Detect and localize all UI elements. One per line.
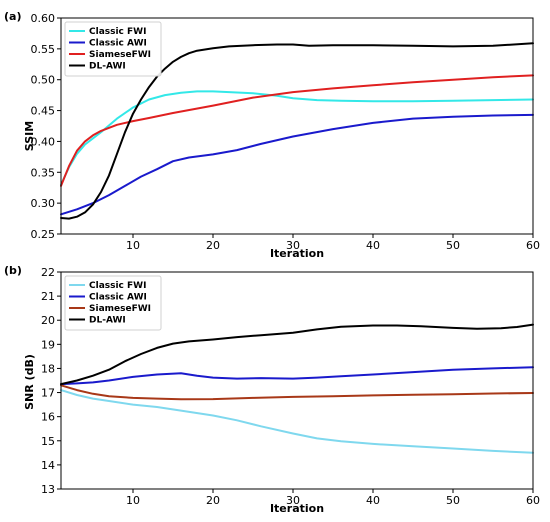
y-tick-label-b-8: 21 — [41, 290, 55, 303]
y-tick-label-b-9: 22 — [41, 266, 55, 279]
y-axis-label-a: SSIM — [23, 121, 36, 151]
y-tick-label-b-6: 19 — [41, 338, 55, 351]
x-tick-label-b-0: 10 — [126, 494, 140, 507]
series-line-a-0 — [60, 90, 534, 186]
series-layer-b — [60, 323, 534, 454]
x-tick-label-a-0: 10 — [126, 239, 140, 252]
panel-label-a: (a) — [4, 10, 21, 23]
legend-label-a-3: DL-AWI — [89, 62, 126, 72]
x-tick-label-b-5: 60 — [526, 494, 540, 507]
x-tick-label-b-2: 30 — [286, 494, 300, 507]
legend-label-b-1: Classic AWI — [89, 293, 147, 303]
series-line-b-2 — [60, 384, 534, 401]
legend-label-b-3: DL-AWI — [89, 316, 126, 326]
legend-label-b-2: SiameseFWI — [89, 304, 151, 314]
panel-label-b: (b) — [4, 264, 22, 277]
ticks-layer-b: 10 20 30 40 50 60 13 14 15 16 17 18 19 20 21 22 — [41, 266, 540, 507]
legend-label-b-0: Classic FWI — [89, 281, 146, 291]
series-line-a-2 — [60, 74, 534, 187]
x-tick-label-a-1: 20 — [206, 239, 220, 252]
y-tick-label-b-0: 13 — [41, 483, 55, 496]
y-tick-label-a-2: 0.35 — [31, 166, 56, 179]
x-tick-label-a-2: 30 — [286, 239, 300, 252]
y-tick-label-b-2: 15 — [41, 435, 55, 448]
y-tick-label-a-5: 0.50 — [31, 74, 56, 87]
chart-panel-b: (b) SNR (dB) Iteration 10 20 30 40 50 6013141… — [4, 264, 540, 515]
x-axis-label-a: Iteration — [270, 247, 324, 260]
x-tick-label-b-3: 40 — [366, 494, 380, 507]
x-tick-label-a-3: 40 — [366, 239, 380, 252]
y-tick-label-b-3: 16 — [41, 411, 55, 424]
y-tick-label-a-0: 0.25 — [31, 228, 56, 241]
series-line-b-1 — [60, 366, 534, 386]
y-tick-label-b-4: 17 — [41, 387, 55, 400]
y-tick-label-b-1: 14 — [41, 459, 55, 472]
legend-label-a-1: Classic AWI — [89, 39, 147, 49]
plot-frame-b — [60, 271, 534, 490]
x-tick-label-b-1: 20 — [206, 494, 220, 507]
ticks-layer-a: 10 20 30 40 50 60 0.25 0.30 0.35 0.40 0.45 0.50 0.55… — [31, 12, 541, 252]
series-line-a-3 — [60, 42, 534, 220]
series-layer-a — [60, 42, 534, 220]
y-tick-label-b-5: 18 — [41, 362, 55, 375]
legend-box-a — [64, 21, 162, 77]
y-tick-label-a-1: 0.30 — [31, 197, 56, 210]
x-tick-label-a-4: 50 — [446, 239, 460, 252]
series-line-b-3 — [60, 323, 534, 386]
y-tick-label-a-3: 0.40 — [31, 135, 56, 148]
chart-panel-a: (a) SSIM Iteration 10 20 30 40 50 60 0.25 0.30 0… — [4, 10, 540, 260]
plot-frame-a — [60, 17, 534, 235]
x-tick-label-a-5: 60 — [526, 239, 540, 252]
legend-box-b — [64, 275, 162, 331]
y-tick-label-b-7: 20 — [41, 314, 55, 327]
x-tick-label-b-4: 50 — [446, 494, 460, 507]
y-tick-label-a-6: 0.55 — [31, 43, 56, 56]
legend-label-a-0: Classic FWI — [89, 27, 146, 37]
y-tick-label-a-7: 0.60 — [31, 12, 56, 25]
x-axis-label-b: Iteration — [270, 502, 324, 515]
series-line-a-1 — [60, 113, 534, 216]
y-tick-label-a-4: 0.45 — [31, 105, 56, 118]
y-axis-label-b: SNR (dB) — [23, 354, 36, 410]
legend-label-a-2: SiameseFWI — [89, 50, 151, 60]
series-line-b-0 — [60, 389, 534, 454]
